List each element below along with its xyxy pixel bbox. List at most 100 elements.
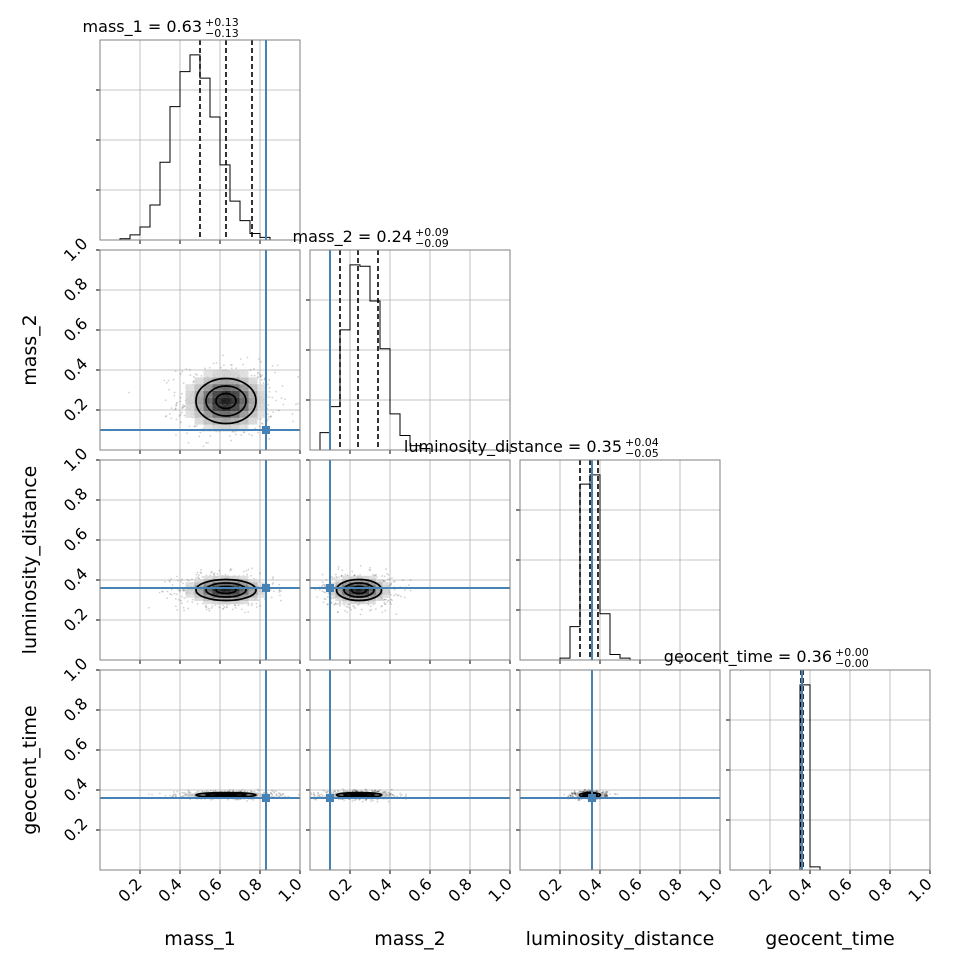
sample-point — [266, 418, 269, 421]
tick-label-x: 1.0 — [274, 874, 305, 905]
sample-point — [181, 405, 184, 408]
sample-point — [200, 572, 203, 574]
sample-point — [295, 403, 297, 406]
sample-point — [253, 374, 256, 377]
sample-point — [202, 445, 205, 448]
sample-point — [339, 603, 342, 606]
histogram-geocent_time — [730, 684, 930, 870]
sample-point — [571, 793, 574, 796]
summary-title-luminosity_distance: luminosity_distance = 0.35 +0.04−0.05 — [404, 436, 659, 460]
sample-point — [384, 609, 387, 612]
sample-point — [259, 604, 262, 607]
sample-point — [272, 582, 275, 584]
panel-plot-area — [310, 460, 510, 660]
panel-plot-area — [520, 460, 720, 660]
sample-point — [249, 790, 252, 792]
density-cell — [212, 370, 222, 378]
sample-point — [257, 358, 260, 360]
sample-point — [275, 390, 278, 393]
sample-point — [251, 567, 253, 570]
panel-frame — [99, 249, 301, 451]
sample-point — [376, 800, 379, 803]
sample-point — [201, 602, 204, 605]
sample-point — [275, 794, 278, 797]
density-cell — [328, 594, 336, 598]
sample-point — [258, 425, 261, 428]
density-cell — [248, 588, 258, 592]
sample-point — [182, 406, 185, 409]
tick-label-y: 0.6 — [60, 734, 91, 765]
sample-point — [271, 789, 273, 792]
sample-point — [196, 374, 199, 376]
sample-point — [377, 790, 380, 793]
sample-point — [174, 408, 177, 411]
tick-label-x: 1.0 — [694, 874, 725, 905]
density-cell — [230, 390, 240, 398]
sample-point — [281, 385, 284, 387]
sample-point — [571, 795, 574, 798]
sample-point — [213, 572, 216, 575]
sample-point — [182, 795, 185, 797]
panel-frame — [519, 669, 721, 871]
sample-point — [279, 793, 282, 796]
sample-point — [372, 790, 375, 793]
density-cell — [185, 795, 195, 797]
sample-point — [242, 431, 245, 434]
sample-point — [573, 792, 575, 795]
sample-point — [567, 795, 570, 798]
sample-point — [577, 799, 580, 802]
sample-point — [606, 790, 609, 793]
sample-point — [166, 590, 169, 593]
density-cell — [375, 578, 383, 583]
sample-point — [604, 793, 606, 795]
sample-point — [409, 589, 412, 592]
sample-point — [169, 794, 172, 797]
sample-point — [204, 367, 206, 370]
sample-point — [223, 364, 225, 367]
sample-point — [387, 800, 390, 803]
sample-point — [310, 792, 313, 795]
tick-label-y: 0.2 — [60, 814, 91, 845]
sample-point — [316, 596, 319, 598]
sample-point — [237, 798, 240, 801]
sample-point — [229, 435, 231, 437]
density-cell — [221, 424, 231, 432]
sample-point — [381, 611, 384, 614]
sample-point — [354, 607, 357, 610]
sample-point — [605, 792, 608, 795]
sample-point — [323, 584, 326, 587]
sample-point — [268, 437, 271, 440]
density-cell — [203, 582, 213, 586]
panel-frame — [99, 39, 301, 241]
summary-title-mass_1: mass_1 = 0.63 +0.13−0.13 — [83, 16, 239, 40]
sample-point — [197, 576, 199, 578]
density-cell — [230, 397, 240, 405]
sample-point — [337, 566, 340, 568]
sample-point — [229, 569, 231, 572]
sample-point — [251, 434, 253, 437]
density-cell — [230, 377, 240, 385]
sample-point — [234, 604, 237, 607]
sample-point — [330, 602, 333, 604]
sample-point — [169, 412, 171, 415]
sample-point — [316, 791, 319, 794]
sample-point — [281, 792, 284, 795]
sample-point — [391, 793, 394, 796]
sample-point — [260, 360, 262, 363]
sample-point — [229, 567, 232, 570]
sample-point — [388, 578, 391, 580]
density-cell — [328, 582, 336, 586]
sample-point — [606, 795, 609, 797]
sample-point — [572, 792, 574, 795]
sample-point — [606, 794, 608, 796]
sample-point — [181, 595, 183, 598]
sample-point — [222, 354, 224, 357]
density-cell — [212, 588, 222, 592]
sample-point — [197, 790, 200, 793]
density-cell — [212, 390, 222, 398]
sample-point — [269, 415, 272, 418]
density-cell — [203, 417, 213, 425]
tick-label-x: 0.8 — [234, 874, 265, 905]
sample-point — [392, 580, 395, 583]
sample-point — [283, 795, 286, 798]
